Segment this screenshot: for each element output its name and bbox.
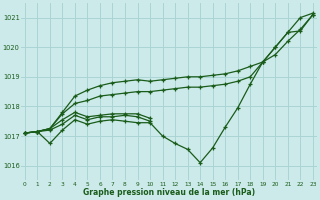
X-axis label: Graphe pression niveau de la mer (hPa): Graphe pression niveau de la mer (hPa)	[83, 188, 255, 197]
